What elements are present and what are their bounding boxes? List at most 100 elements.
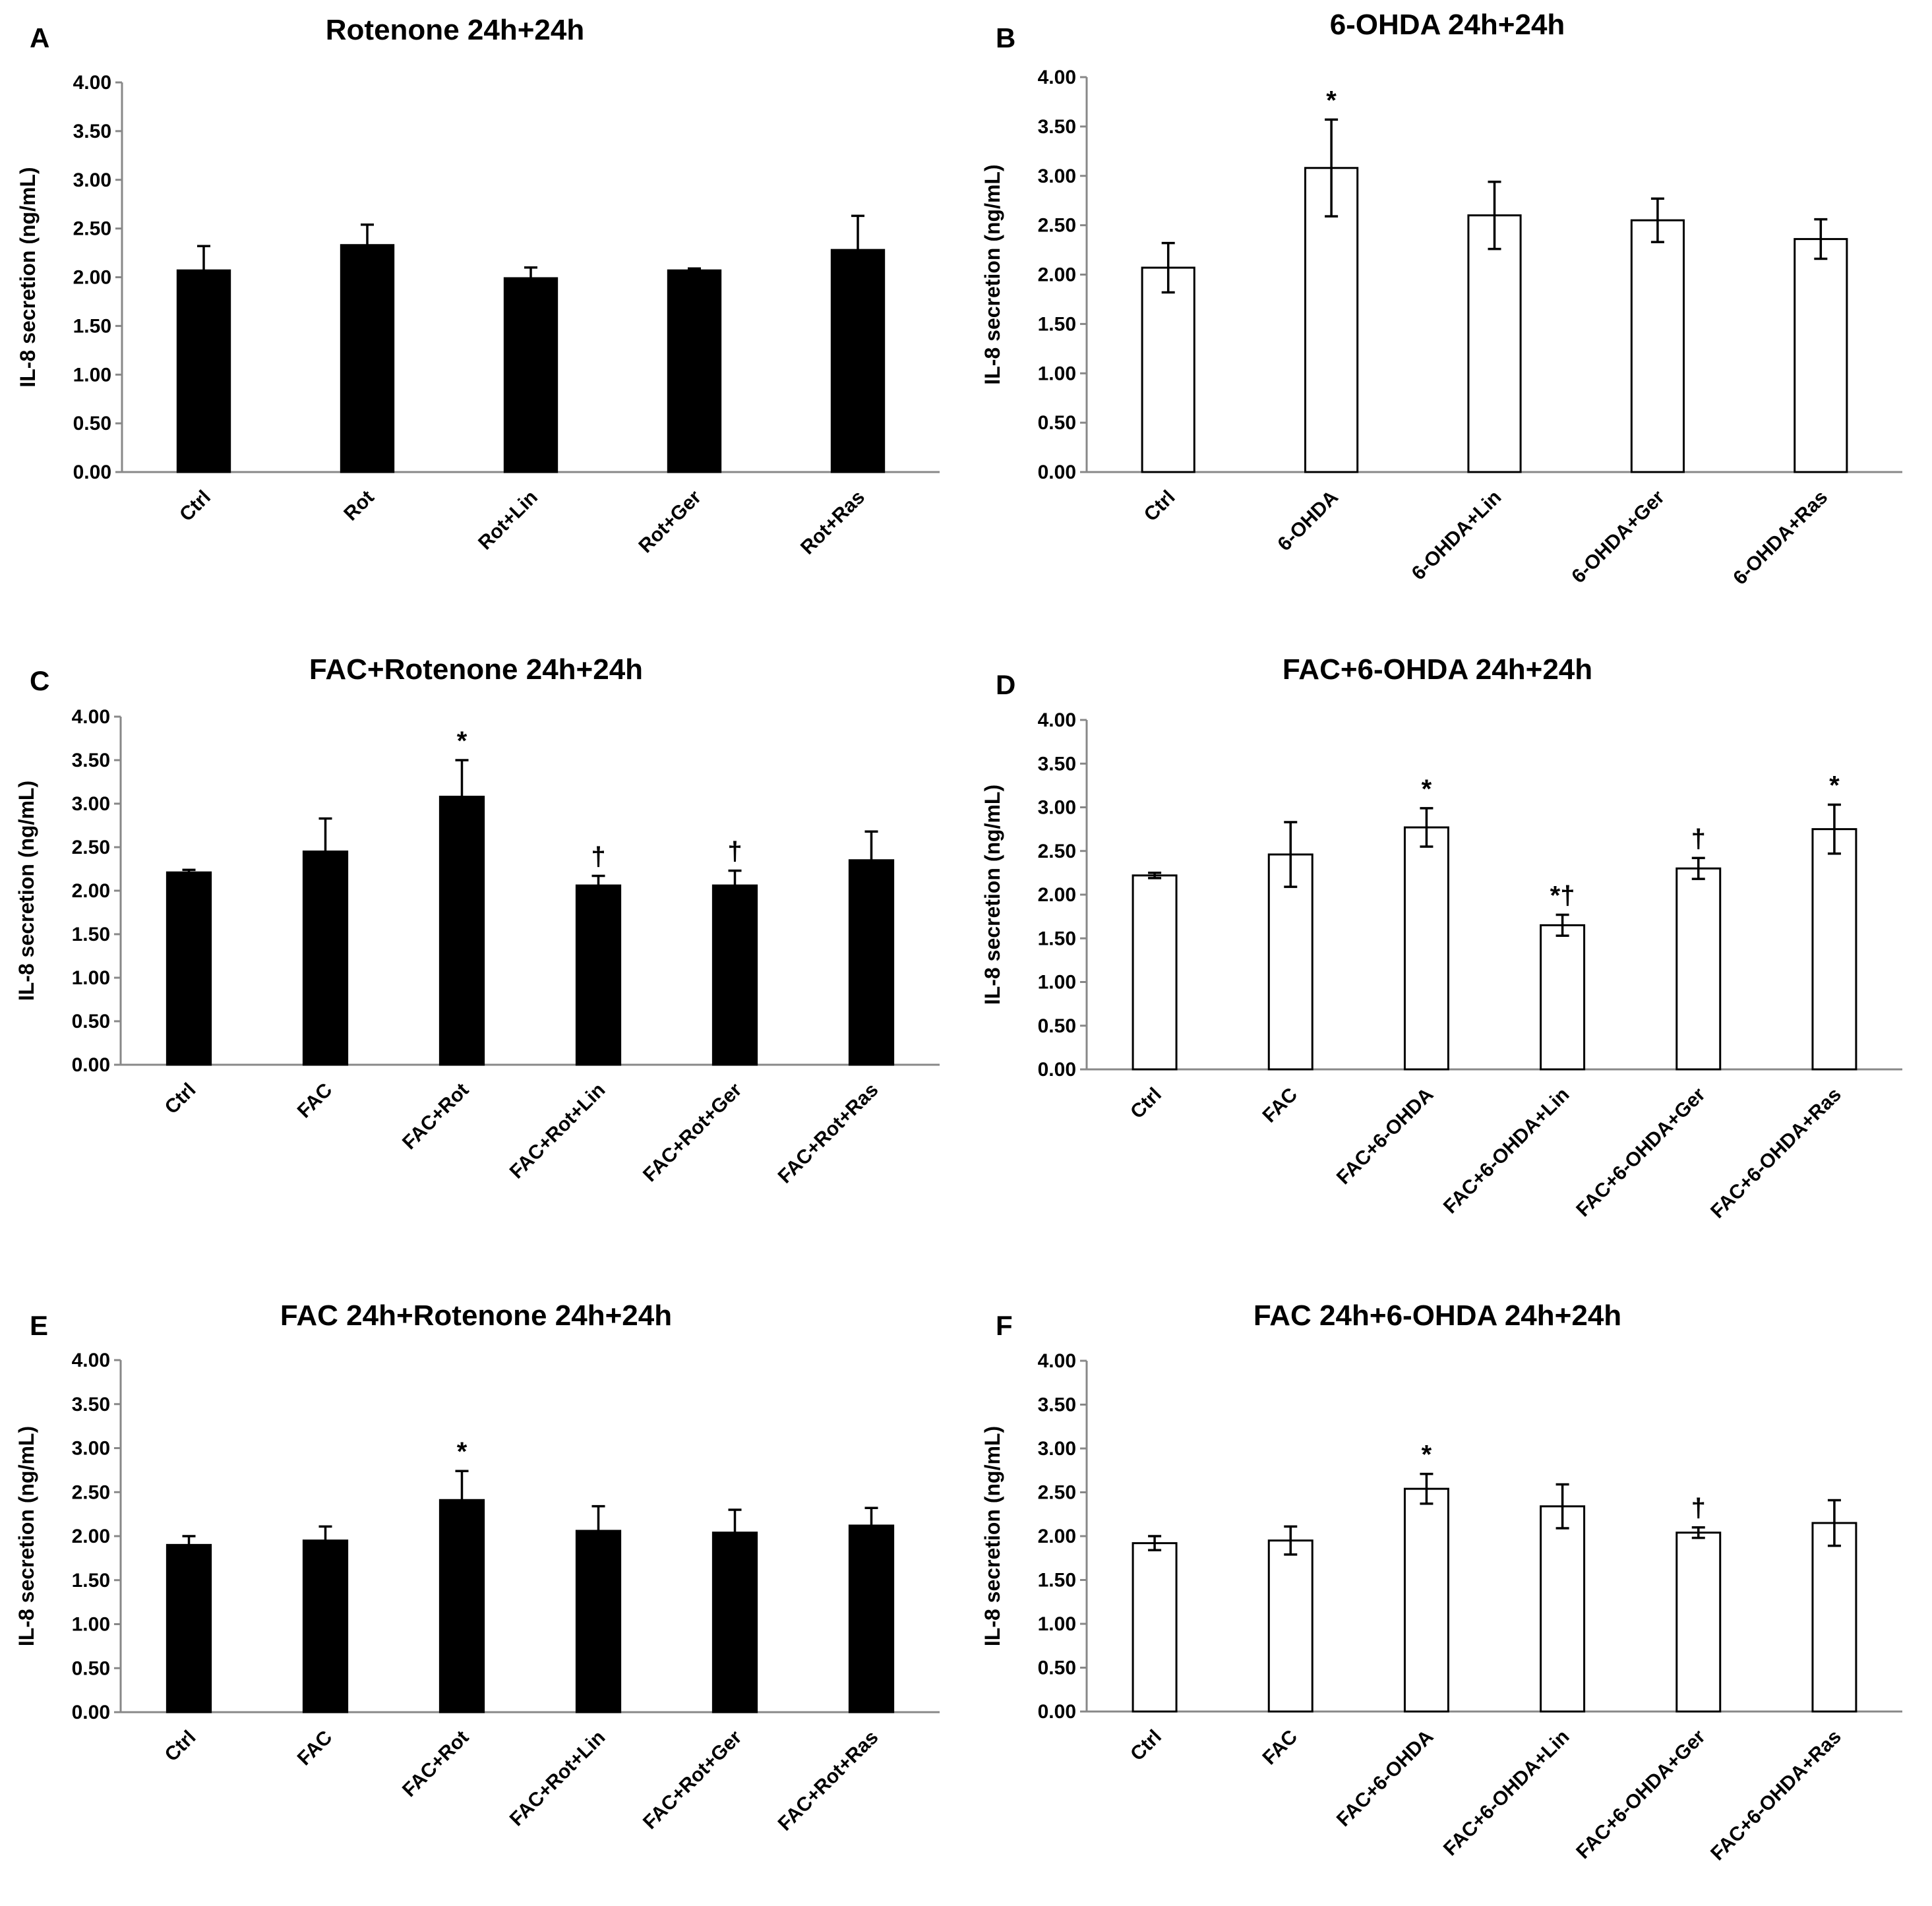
panel-c-bar [166, 871, 212, 1066]
panel-a-y-tick-label: 2.00 [73, 267, 111, 289]
panel-f-title: FAC 24h+6-OHDA 24h+24h [1253, 1299, 1621, 1332]
panel-a-bar [503, 277, 558, 473]
panel-f-y-tick-label: 3.50 [1038, 1394, 1076, 1416]
panel-c-y-tick-label: 2.50 [72, 837, 110, 858]
panel-f-bar [1403, 1487, 1449, 1713]
panel-d-category-label: FAC [1258, 1084, 1302, 1127]
panel-f-y-tick-label: 2.50 [1038, 1482, 1076, 1504]
panel-a-category-label: Rot+Ger [634, 486, 706, 557]
panel-d-y-tick-label: 3.00 [1038, 797, 1076, 819]
panel-c-y-tick-label: 2.00 [72, 880, 110, 902]
panel-e-category-label: FAC+Rot+Ras [774, 1727, 883, 1835]
panel-d-y-axis-label: IL-8 secretion (ng/mL) [981, 785, 1004, 1005]
panel-c-category-label: FAC+Rot+Ras [774, 1079, 883, 1188]
panel-d-y-tick-label: 0.50 [1038, 1015, 1076, 1037]
panel-e-letter: E [30, 1310, 48, 1341]
panel-d-bar [1675, 867, 1722, 1071]
panel-e-category-label: FAC+Rot [398, 1727, 473, 1801]
panel-f-bar [1811, 1522, 1857, 1713]
panel-d-significance-mark: *† [1550, 881, 1575, 910]
panel-a-y-tick-label: 0.50 [73, 413, 111, 434]
panel-b-y-tick-label: 0.00 [1038, 462, 1076, 483]
panel-a-bar [176, 269, 231, 473]
panel-d-y-tick-label: 3.50 [1038, 753, 1076, 775]
panel-b-bar [1794, 238, 1848, 473]
panel-c-y-tick-label: 3.00 [72, 793, 110, 815]
panel-d-y-tick-label: 1.50 [1038, 928, 1076, 949]
panel-b-y-tick-label: 1.00 [1038, 363, 1076, 384]
panel-e-y-tick-label: 2.00 [72, 1526, 110, 1547]
panel-b-category-label: 6-OHDA [1273, 487, 1343, 556]
panel-c-category-label: FAC+Rot+Lin [506, 1079, 610, 1183]
panel-f-category-label: FAC+6-OHDA+Ras [1706, 1726, 1846, 1865]
panel-b-y-tick-label: 4.00 [1038, 67, 1076, 88]
panel-a-bar [830, 249, 886, 473]
panel-b-y-axis-label: IL-8 secretion (ng/mL) [981, 164, 1004, 384]
panel-c-category-label: FAC+Rot [398, 1079, 473, 1154]
panel-a-y-tick-label: 0.00 [73, 462, 111, 483]
panel-c-letter: C [30, 665, 49, 696]
panel-e-bar [711, 1532, 758, 1713]
panel-c-y-axis-label: IL-8 secretion (ng/mL) [15, 781, 38, 1001]
panel-f-bar [1132, 1542, 1178, 1713]
panel-f-category-label: FAC+6-OHDA+Lin [1439, 1726, 1574, 1861]
panel-a-bar [667, 269, 722, 473]
panel-e-category-label: FAC+Rot+Lin [506, 1727, 610, 1831]
panel-a-y-tick-label: 1.00 [73, 364, 111, 386]
panel-b-y-tick-label: 2.50 [1038, 215, 1076, 237]
panel-e-bar [302, 1539, 349, 1713]
panel-d-y-tick-label: 2.50 [1038, 841, 1076, 862]
panel-d-bar [1403, 826, 1449, 1071]
panel-f-y-tick-label: 1.50 [1038, 1570, 1076, 1592]
panel-c-y-tick-label: 1.50 [72, 924, 110, 945]
panel-d-y-tick-label: 4.00 [1038, 709, 1076, 731]
panel-f-y-axis-label: IL-8 secretion (ng/mL) [981, 1426, 1004, 1646]
panel-b-letter: B [996, 22, 1015, 53]
panel-e-category-label: FAC [293, 1727, 337, 1770]
panel-b-category-label: 6-OHDA+Ger [1567, 486, 1669, 587]
panel-d-significance-mark: * [1422, 775, 1432, 804]
panel-f-significance-mark: † [1691, 1494, 1706, 1523]
panel-e-y-tick-label: 3.00 [72, 1438, 110, 1460]
panel-f-category-label: FAC+6-OHDA+Ger [1572, 1725, 1710, 1863]
panel-d-category-label: FAC+6-OHDA+Ras [1706, 1084, 1846, 1223]
panel-b-y-tick-label: 3.00 [1038, 165, 1076, 187]
panel-c-y-tick-label: 1.00 [72, 967, 110, 989]
panel-e-bar [848, 1524, 895, 1713]
panel-a-y-tick-label: 3.50 [73, 121, 111, 142]
panel-f-bar [1267, 1539, 1313, 1713]
panel-c-bar [711, 884, 758, 1066]
panel-a-y-tick-label: 4.00 [73, 72, 111, 94]
panel-d-y-tick-label: 1.00 [1038, 972, 1076, 994]
panel-b-category-label: Ctrl [1140, 487, 1180, 526]
panel-e-bar [438, 1499, 485, 1713]
panel-b-y-tick-label: 0.50 [1038, 412, 1076, 434]
panel-e-y-axis-label: IL-8 secretion (ng/mL) [15, 1426, 38, 1646]
panel-c-bar [302, 850, 349, 1066]
panel-e-y-tick-label: 0.50 [72, 1657, 110, 1679]
panel-e-bar [166, 1543, 212, 1713]
panel-f-bar [1675, 1532, 1722, 1713]
panel-c-y-tick-label: 4.00 [72, 706, 110, 728]
panel-f-y-tick-label: 1.00 [1038, 1613, 1076, 1635]
panel-b-significance-mark: * [1326, 86, 1337, 115]
panel-a-category-label: Rot [340, 487, 378, 525]
panel-e-title: FAC 24h+Rotenone 24h+24h [280, 1299, 672, 1332]
panel-e-y-tick-label: 1.00 [72, 1614, 110, 1636]
panel-c-category-label: Ctrl [161, 1079, 200, 1119]
panel-c-y-tick-label: 0.50 [72, 1011, 110, 1032]
panel-f-letter: F [996, 1310, 1013, 1341]
panel-e-y-tick-label: 0.00 [72, 1702, 110, 1723]
panel-d-letter: D [996, 669, 1015, 700]
panel-b-category-label: 6-OHDA+Ras [1729, 487, 1832, 589]
panel-d-title: FAC+6-OHDA 24h+24h [1283, 653, 1592, 686]
panel-a-letter: A [30, 22, 49, 53]
panel-b-y-tick-label: 2.00 [1038, 264, 1076, 286]
panel-d-category-label: FAC+6-OHDA+Ger [1572, 1083, 1710, 1221]
panel-c-title: FAC+Rotenone 24h+24h [309, 653, 643, 686]
panel-c-y-tick-label: 3.50 [72, 750, 110, 771]
panel-d-bar [1811, 828, 1857, 1071]
panel-e-category-label: Ctrl [161, 1727, 200, 1766]
panel-c-category-label: FAC+Rot+Ger [639, 1079, 746, 1186]
panel-d-significance-mark: † [1691, 824, 1706, 853]
